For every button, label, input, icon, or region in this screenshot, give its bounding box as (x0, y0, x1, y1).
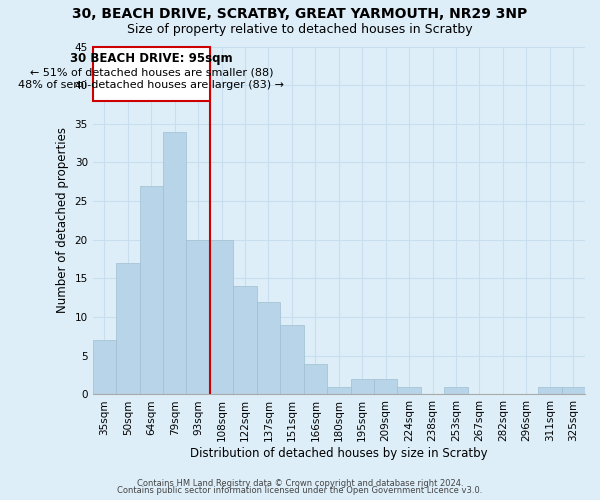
Bar (140, 186, 163, 394)
Text: 48% of semi-detached houses are larger (83) →: 48% of semi-detached houses are larger (… (18, 80, 284, 90)
Bar (562, 386, 585, 394)
Bar (397, 386, 421, 394)
Bar (280, 325, 304, 394)
Bar (163, 132, 187, 394)
Text: 30, BEACH DRIVE, SCRATBY, GREAT YARMOUTH, NR29 3NP: 30, BEACH DRIVE, SCRATBY, GREAT YARMOUTH… (73, 8, 527, 22)
Bar (350, 379, 374, 394)
X-axis label: Distribution of detached houses by size in Scratby: Distribution of detached houses by size … (190, 447, 488, 460)
Bar (187, 240, 210, 394)
FancyBboxPatch shape (92, 46, 210, 100)
Bar (327, 386, 350, 394)
Bar (304, 364, 327, 394)
Text: Contains public sector information licensed under the Open Government Licence v3: Contains public sector information licen… (118, 486, 482, 495)
Bar (116, 263, 140, 394)
Y-axis label: Number of detached properties: Number of detached properties (56, 128, 69, 314)
Bar (374, 379, 397, 394)
Text: Contains HM Land Registry data © Crown copyright and database right 2024.: Contains HM Land Registry data © Crown c… (137, 478, 463, 488)
Bar (92, 340, 116, 394)
Bar (538, 386, 562, 394)
Bar (257, 302, 280, 394)
Bar (233, 286, 257, 395)
Bar (210, 240, 233, 394)
Bar (445, 386, 468, 394)
Text: ← 51% of detached houses are smaller (88): ← 51% of detached houses are smaller (88… (29, 68, 273, 78)
Text: 30 BEACH DRIVE: 95sqm: 30 BEACH DRIVE: 95sqm (70, 52, 233, 65)
Text: Size of property relative to detached houses in Scratby: Size of property relative to detached ho… (127, 22, 473, 36)
